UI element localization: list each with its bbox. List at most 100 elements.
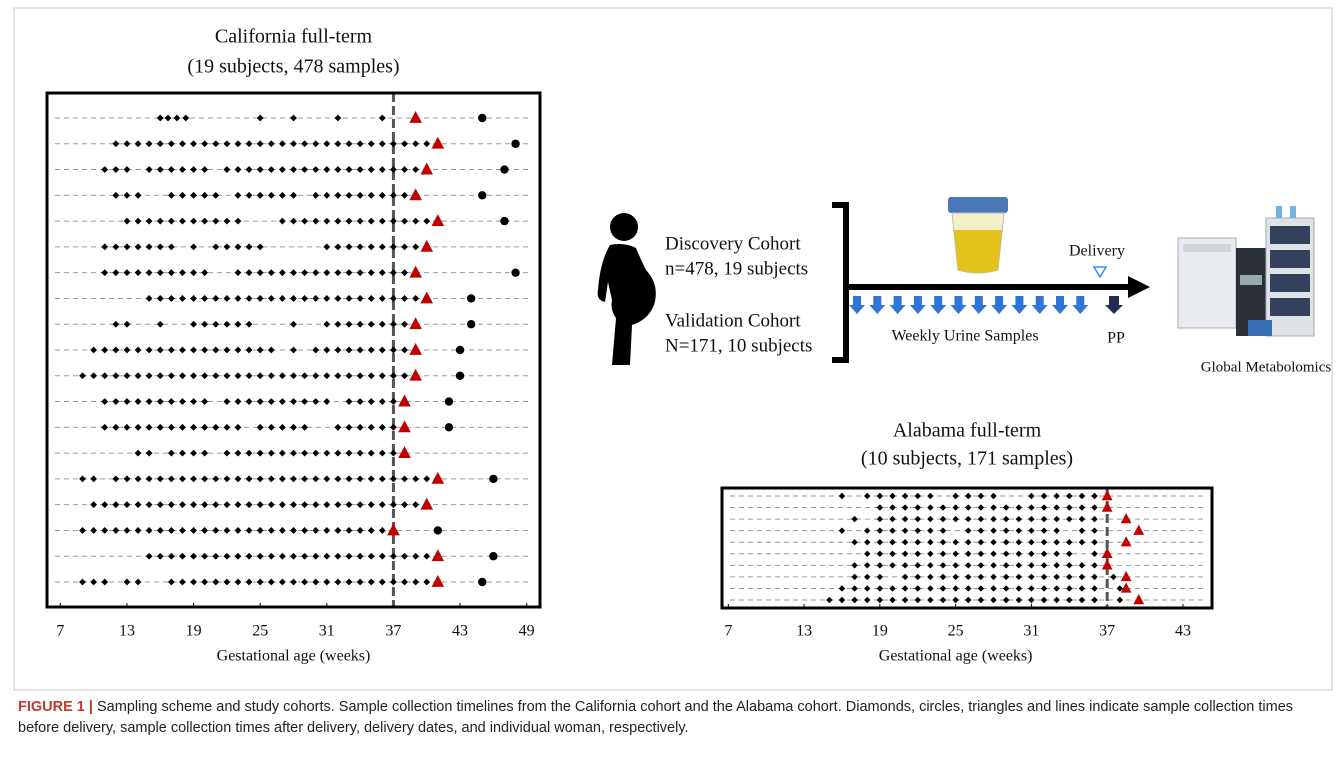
pre-delivery-sample — [279, 372, 286, 379]
pre-delivery-sample — [312, 475, 319, 482]
pre-delivery-sample — [978, 585, 984, 591]
pre-delivery-sample — [940, 539, 946, 545]
pre-delivery-sample — [1016, 527, 1022, 533]
pre-delivery-sample — [1066, 597, 1072, 603]
postpartum-sample — [478, 191, 486, 199]
pre-delivery-sample — [101, 372, 108, 379]
pre-delivery-sample — [290, 347, 297, 354]
delivery-date — [387, 523, 400, 535]
pre-delivery-sample — [201, 347, 208, 354]
pre-delivery-sample — [146, 243, 153, 250]
urine-cup — [948, 197, 1008, 273]
pre-delivery-sample — [1016, 551, 1022, 557]
pre-delivery-sample — [335, 450, 342, 457]
pre-delivery-sample — [851, 585, 857, 591]
pre-delivery-sample — [412, 140, 419, 147]
postpartum-sample — [456, 372, 464, 380]
pre-delivery-sample — [323, 243, 330, 250]
pre-delivery-sample — [190, 218, 197, 225]
pre-delivery-sample — [90, 347, 97, 354]
pre-delivery-sample — [401, 475, 408, 482]
pre-delivery-sample — [1053, 527, 1059, 533]
cohort-bracket — [832, 205, 846, 360]
postpartum-sample — [500, 165, 508, 173]
delivery-date — [432, 137, 445, 149]
pre-delivery-sample — [124, 192, 131, 199]
pre-delivery-sample — [357, 424, 364, 431]
pre-delivery-sample — [235, 450, 242, 457]
pre-delivery-sample — [839, 585, 845, 591]
caption-text: Sampling scheme and study cohorts. Sampl… — [18, 699, 1293, 736]
pre-delivery-sample — [965, 585, 971, 591]
pre-delivery-sample — [146, 269, 153, 276]
pre-delivery-sample — [201, 192, 208, 199]
pre-delivery-sample — [135, 398, 142, 405]
pre-delivery-sample — [235, 295, 242, 302]
pre-delivery-sample — [927, 551, 933, 557]
pre-delivery-sample — [335, 527, 342, 534]
pre-delivery-sample — [223, 166, 230, 173]
pre-delivery-sample — [301, 527, 308, 534]
pre-delivery-sample — [201, 269, 208, 276]
pre-delivery-sample — [927, 562, 933, 568]
pre-delivery-sample — [312, 501, 319, 508]
delivery-date — [1133, 594, 1144, 604]
pre-delivery-sample — [927, 504, 933, 510]
pre-delivery-sample — [990, 574, 996, 580]
pre-delivery-sample — [390, 424, 397, 431]
pre-delivery-sample — [412, 501, 419, 508]
delivery-date — [409, 111, 422, 123]
pre-delivery-sample — [346, 166, 353, 173]
pre-delivery-sample — [124, 269, 131, 276]
delivery-date — [1102, 502, 1113, 512]
pre-delivery-sample — [346, 140, 353, 147]
pre-delivery-sample — [412, 475, 419, 482]
pre-delivery-sample — [124, 424, 131, 431]
pre-delivery-sample — [368, 424, 375, 431]
pre-delivery-sample — [1003, 539, 1009, 545]
pre-delivery-sample — [212, 424, 219, 431]
pre-delivery-sample — [323, 501, 330, 508]
pre-delivery-sample — [390, 475, 397, 482]
pre-delivery-sample — [965, 562, 971, 568]
pre-delivery-sample — [401, 218, 408, 225]
pre-delivery-sample — [124, 372, 131, 379]
pre-delivery-sample — [146, 398, 153, 405]
pre-delivery-sample — [346, 527, 353, 534]
pre-delivery-sample — [212, 218, 219, 225]
pre-delivery-sample — [268, 140, 275, 147]
pre-delivery-sample — [877, 527, 883, 533]
weekly-arrow — [991, 296, 1007, 314]
pre-delivery-sample — [1079, 527, 1085, 533]
x-tick-label: 7 — [56, 623, 64, 640]
pre-delivery-sample — [379, 501, 386, 508]
pre-delivery-sample — [290, 115, 297, 122]
pre-delivery-sample — [212, 347, 219, 354]
pre-delivery-sample — [246, 243, 253, 250]
pre-delivery-sample — [101, 424, 108, 431]
pre-delivery-sample — [346, 424, 353, 431]
pre-delivery-sample — [268, 553, 275, 560]
pre-delivery-sample — [312, 295, 319, 302]
pre-delivery-sample — [412, 218, 419, 225]
pre-delivery-sample — [379, 115, 386, 122]
delivery-date — [432, 575, 445, 587]
pre-delivery-sample — [368, 527, 375, 534]
weekly-arrow — [930, 296, 946, 314]
pre-delivery-sample — [335, 321, 342, 328]
pre-delivery-sample — [335, 553, 342, 560]
delivery-date — [1133, 525, 1144, 535]
pre-delivery-sample — [223, 527, 230, 534]
pre-delivery-sample — [1091, 527, 1097, 533]
pre-delivery-sample — [79, 527, 86, 534]
figure: Discovery Cohort n=478, 19 subjects Vali… — [0, 0, 1342, 758]
pre-delivery-sample — [112, 398, 119, 405]
delivery-label: Delivery — [1069, 243, 1125, 260]
pre-delivery-sample — [412, 243, 419, 250]
pre-delivery-sample — [952, 551, 958, 557]
x-tick-label: 31 — [319, 623, 335, 640]
pre-delivery-sample — [124, 243, 131, 250]
pre-delivery-sample — [864, 585, 870, 591]
pre-delivery-sample — [902, 527, 908, 533]
pre-delivery-sample — [246, 527, 253, 534]
